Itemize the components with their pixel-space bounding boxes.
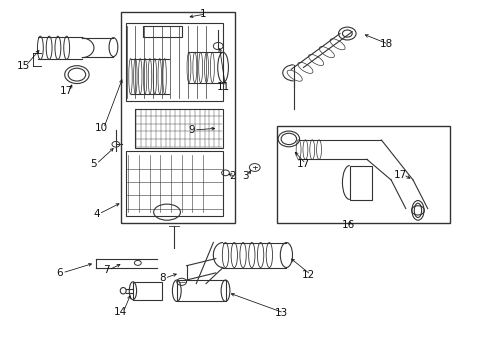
Text: 15: 15: [17, 61, 30, 71]
Bar: [135, 109, 223, 148]
Text: 8: 8: [159, 273, 166, 283]
Text: 4: 4: [93, 209, 99, 219]
Text: 6: 6: [56, 268, 63, 278]
Text: 13: 13: [275, 308, 288, 318]
Text: 16: 16: [342, 220, 355, 230]
Bar: [277, 126, 450, 223]
Bar: [350, 166, 372, 200]
Text: 12: 12: [302, 270, 315, 280]
Bar: [125, 23, 223, 102]
Text: 2: 2: [229, 171, 236, 181]
Text: 5: 5: [91, 159, 98, 169]
Text: 18: 18: [380, 39, 393, 49]
Bar: [125, 152, 223, 216]
Text: 10: 10: [95, 123, 108, 133]
Text: 9: 9: [188, 125, 195, 135]
Text: 17: 17: [297, 159, 310, 169]
Text: 17: 17: [60, 86, 73, 96]
Text: 7: 7: [103, 265, 109, 275]
Bar: [143, 26, 182, 37]
Bar: [133, 282, 162, 300]
Text: 14: 14: [114, 307, 127, 317]
Text: 17: 17: [394, 170, 408, 180]
Text: 11: 11: [217, 82, 230, 92]
Text: 3: 3: [242, 171, 248, 181]
Text: 1: 1: [200, 9, 207, 19]
Bar: [177, 280, 225, 301]
Bar: [121, 12, 235, 223]
